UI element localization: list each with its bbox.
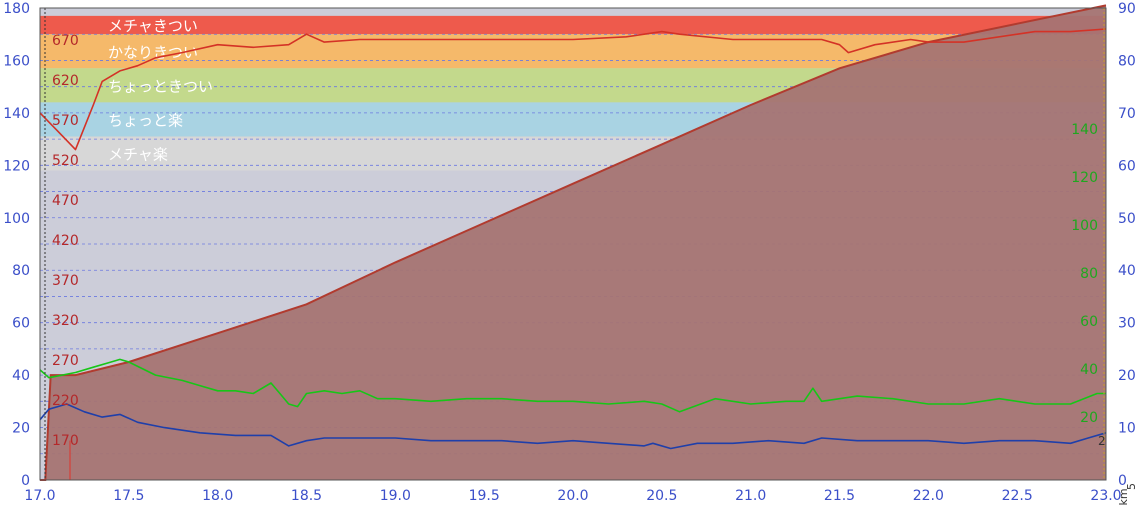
x-tick-label: 18.5 xyxy=(291,488,322,504)
y-left-tick-label: 100 xyxy=(3,211,30,227)
y-left-tick-label: 120 xyxy=(3,158,30,174)
x-tick-label: 18.0 xyxy=(202,488,233,504)
y-right-tick-label: 20 xyxy=(1118,368,1136,384)
y-left-red-tick-label: 170 xyxy=(52,433,79,449)
x-tick-label: 22.5 xyxy=(1002,488,1033,504)
right-axis-unit-label: 5 xyxy=(1125,483,1138,490)
x-tick-label: 17.0 xyxy=(24,488,55,504)
y-right-tick-label: 50 xyxy=(1118,211,1136,227)
red-line-series xyxy=(39,28,1107,151)
y-right-tick-label: 0 xyxy=(1118,473,1127,489)
y-right-green-tick-label: 120 xyxy=(1071,170,1098,186)
y-right-green-tick-label: 20 xyxy=(1080,410,1098,426)
y-left-tick-label: 140 xyxy=(3,106,30,122)
y-left-red-tick-label: 420 xyxy=(52,233,79,249)
y-right-tick-label: 70 xyxy=(1118,106,1136,122)
x-tick-label: 23.0 xyxy=(1090,488,1121,504)
y-right-tick-label: 10 xyxy=(1118,421,1136,437)
x-tick-label: 20.0 xyxy=(557,488,588,504)
y-left-tick-label: 60 xyxy=(12,316,30,332)
zone-band-1 xyxy=(40,15,1106,35)
x-tick-label: 19.5 xyxy=(469,488,500,504)
y-left-red-tick-label: 570 xyxy=(52,113,79,129)
y-left-red-tick-label: 470 xyxy=(52,193,79,209)
y-left-tick-label: 80 xyxy=(12,263,30,279)
x-tick-label: 20.5 xyxy=(646,488,677,504)
plot-frame xyxy=(39,7,1107,481)
x-tick-label: 19.0 xyxy=(380,488,411,504)
y-left-red-tick-label: 520 xyxy=(52,153,79,169)
edge-mark-label: 2 xyxy=(1098,434,1106,448)
y-right-green-tick-label: 140 xyxy=(1071,122,1098,138)
y-right-tick-label: 40 xyxy=(1118,263,1136,279)
y-left-tick-label: 180 xyxy=(3,1,30,17)
y-left-tick-label: 0 xyxy=(21,473,30,489)
y-right-green-tick-label: 40 xyxy=(1080,362,1098,378)
blue-line-series xyxy=(39,403,1107,450)
x-tick-label: 17.5 xyxy=(113,488,144,504)
zone-label-1: メチャきつい xyxy=(108,17,198,35)
y-left-red-tick-label: 220 xyxy=(52,393,79,409)
y-left-red-tick-label: 670 xyxy=(52,33,79,49)
y-left-tick-label: 160 xyxy=(3,53,30,69)
y-right-tick-label: 60 xyxy=(1118,158,1136,174)
y-left-tick-label: 20 xyxy=(12,421,30,437)
zone-label-2: かなりきつい xyxy=(108,43,198,61)
area-series-line xyxy=(40,4,1107,481)
y-left-red-tick-label: 270 xyxy=(52,353,79,369)
x-axis-unit-label: km xyxy=(1117,488,1130,505)
area-series-fill xyxy=(40,5,1106,481)
y-right-green-tick-label: 60 xyxy=(1080,314,1098,330)
x-tick-label: 22.0 xyxy=(913,488,944,504)
y-left-red-tick-label: 620 xyxy=(52,73,79,89)
x-tick-label: 21.5 xyxy=(824,488,855,504)
y-left-red-tick-label: 370 xyxy=(52,273,79,289)
y-right-green-tick-label: 100 xyxy=(1071,218,1098,234)
y-right-green-tick-label: 80 xyxy=(1080,266,1098,282)
y-left-red-tick-label: 320 xyxy=(52,313,79,329)
y-right-tick-label: 80 xyxy=(1118,53,1136,69)
zone-label-5: メチャ楽 xyxy=(108,146,168,164)
y-right-tick-label: 90 xyxy=(1118,1,1136,17)
y-right-tick-label: 30 xyxy=(1118,316,1136,332)
green-line-series xyxy=(39,358,1106,413)
zone-label-3: ちょっときつい xyxy=(108,77,213,95)
zone-label-4: ちょっと楽 xyxy=(108,111,183,129)
x-tick-label: 21.0 xyxy=(735,488,766,504)
y-left-tick-label: 40 xyxy=(12,368,30,384)
